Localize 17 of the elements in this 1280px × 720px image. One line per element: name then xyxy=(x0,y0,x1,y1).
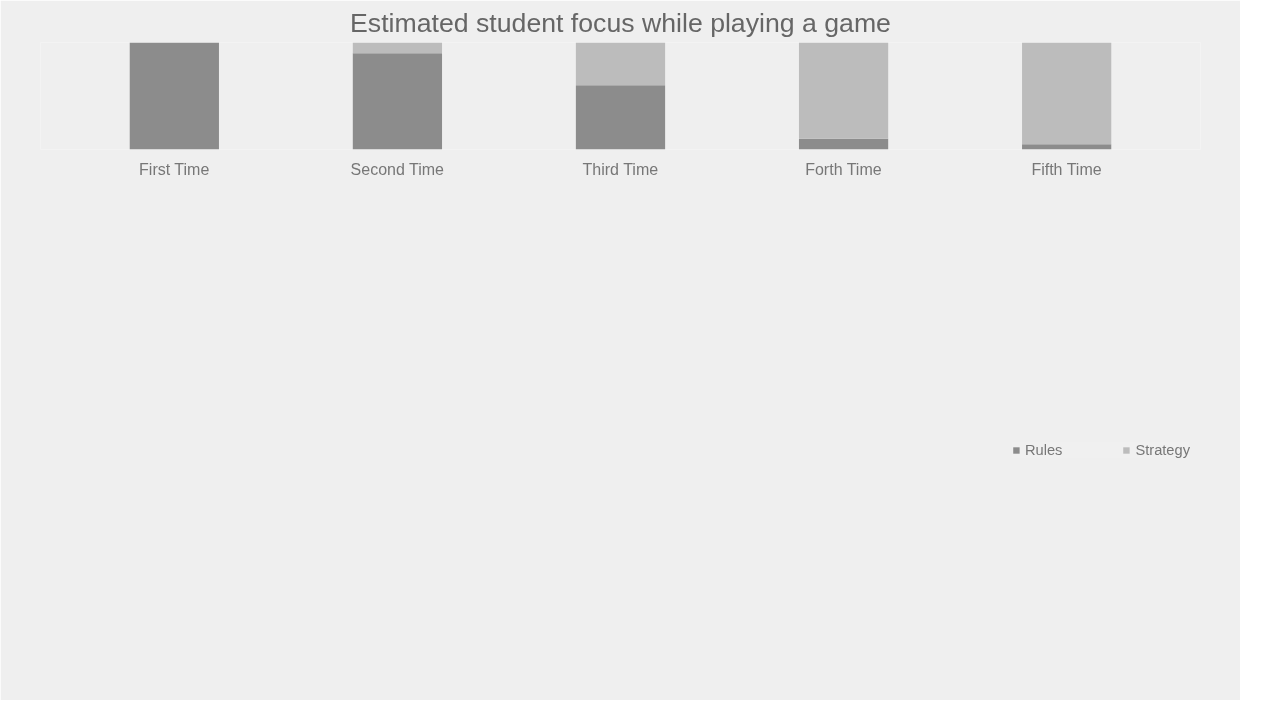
bar xyxy=(1022,42,1112,145)
legend-label: Rules xyxy=(1024,442,1063,458)
bar xyxy=(798,42,889,139)
bar xyxy=(129,42,219,150)
bar xyxy=(575,42,666,86)
chart-title: Estimated student focus while playing a game xyxy=(350,7,891,38)
x-tick-label: Fifth Time xyxy=(1031,160,1102,178)
x-tick-label: Third Time xyxy=(582,160,659,178)
bar xyxy=(575,85,666,150)
x-tick-label: Second Time xyxy=(350,160,445,178)
x-tick-label: Forth Time xyxy=(805,160,882,178)
bar xyxy=(1022,144,1112,150)
bar xyxy=(352,53,443,150)
legend-label: Strategy xyxy=(1135,442,1190,458)
bar xyxy=(352,42,443,54)
bar xyxy=(798,138,889,150)
x-tick-label: First Time xyxy=(139,160,210,178)
